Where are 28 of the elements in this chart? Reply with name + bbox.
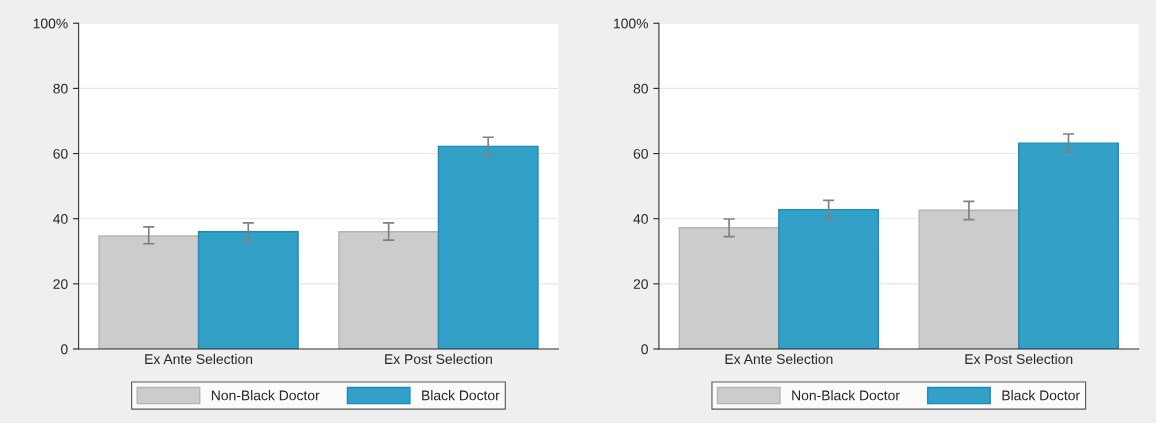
bar bbox=[437, 145, 539, 349]
y-tick-label: 0 bbox=[61, 344, 68, 355]
y-tick-label: 100% bbox=[614, 18, 649, 29]
y-tick-label: 80 bbox=[53, 83, 68, 94]
legend-label: Non-Black Doctor bbox=[211, 390, 320, 401]
x-tick-label: Ex Post Selection bbox=[385, 353, 492, 365]
bar bbox=[778, 208, 880, 349]
y-tick-label: 20 bbox=[53, 279, 68, 289]
y-tick-label: 20 bbox=[633, 279, 648, 289]
y-tick-label: 0 bbox=[641, 344, 648, 355]
bar bbox=[98, 235, 200, 349]
y-tick-label: 60 bbox=[633, 148, 648, 159]
legend-label: Black Doctor bbox=[422, 390, 500, 401]
y-tick-label: 100% bbox=[33, 18, 68, 29]
y-tick-label: 40 bbox=[53, 214, 68, 224]
bar bbox=[1018, 142, 1119, 349]
x-tick-label: Ex Post Selection bbox=[965, 353, 1073, 365]
bar bbox=[678, 227, 780, 349]
bar bbox=[338, 231, 440, 349]
y-tick-label: 40 bbox=[633, 214, 648, 224]
y-tick-label: 80 bbox=[633, 83, 648, 94]
bar bbox=[197, 231, 299, 349]
legend-label: Black Doctor bbox=[1002, 390, 1080, 401]
bar bbox=[918, 209, 1020, 349]
x-tick-label: Ex Ante Selection bbox=[725, 353, 833, 365]
y-tick-label: 60 bbox=[53, 148, 68, 159]
legend-label: Non-Black Doctor bbox=[792, 390, 900, 401]
x-tick-label: Ex Ante Selection bbox=[145, 353, 253, 365]
